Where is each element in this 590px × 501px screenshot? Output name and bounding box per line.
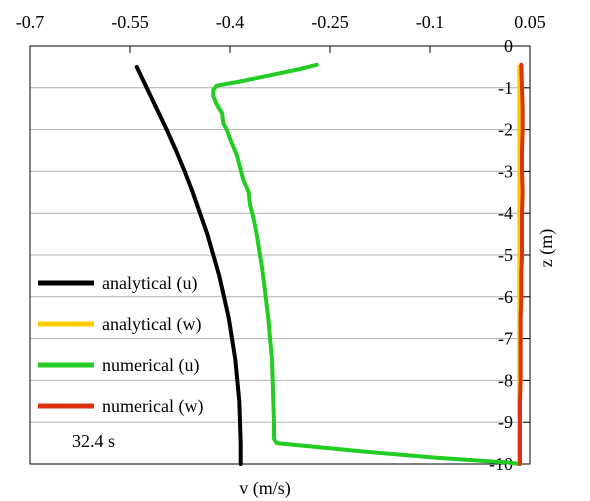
series-line bbox=[211, 62, 522, 466]
x-tick-label: -0.7 bbox=[16, 12, 45, 32]
x-axis-ticks: -0.7 -0.55 -0.4 -0.25 -0.1 0.05 bbox=[16, 12, 546, 53]
gridlines bbox=[30, 87, 530, 423]
y-tick-label: -9 bbox=[498, 412, 513, 432]
series-line bbox=[134, 64, 243, 466]
y-tick-label: -3 bbox=[498, 161, 513, 181]
y-tick-label: 0 bbox=[504, 36, 513, 56]
time-annotation: 32.4 s bbox=[72, 431, 115, 451]
y-tick-label: -6 bbox=[498, 287, 513, 307]
series-lines bbox=[134, 62, 525, 466]
legend-label: numerical (u) bbox=[102, 355, 199, 376]
x-axis-title: v (m/s) bbox=[239, 478, 291, 499]
x-tick-label: -0.25 bbox=[311, 12, 349, 32]
x-tick-label: -0.1 bbox=[416, 12, 445, 32]
y-tick-label: -1 bbox=[498, 78, 513, 98]
y-axis-ticks: 0-1-2-3-4-5-6-7-8-9-10 bbox=[489, 36, 530, 474]
legend-label: analytical (u) bbox=[102, 273, 197, 294]
x-tick-label: -0.55 bbox=[111, 12, 149, 32]
series-line bbox=[518, 62, 525, 466]
legend: analytical (u) analytical (w) numerical (u… bbox=[38, 273, 203, 417]
y-tick-label: -7 bbox=[498, 329, 513, 349]
y-tick-label: -5 bbox=[498, 245, 513, 265]
x-tick-label: -0.4 bbox=[216, 12, 245, 32]
x-tick-label: 0.05 bbox=[514, 12, 546, 32]
y-tick-label: -2 bbox=[498, 120, 513, 140]
legend-label: numerical (w) bbox=[102, 396, 203, 417]
y-tick-label: -4 bbox=[498, 203, 513, 223]
y-axis-title: z (m) bbox=[536, 229, 557, 267]
legend-label: analytical (w) bbox=[102, 314, 201, 335]
y-tick-label: -8 bbox=[498, 370, 513, 390]
